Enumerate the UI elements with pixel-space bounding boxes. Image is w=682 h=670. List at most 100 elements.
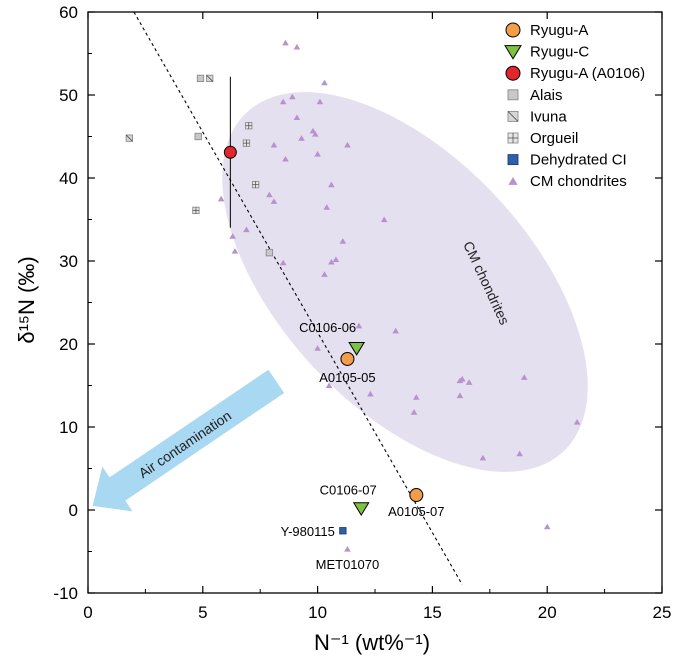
y-tick-label: 30	[59, 252, 78, 271]
legend-marker	[507, 154, 519, 166]
x-tick-label: 25	[653, 603, 672, 622]
legend-label: CM chondrites	[530, 173, 627, 190]
y-tick-label: -10	[53, 584, 78, 603]
legend-item: Ryugu-A (A0106)	[505, 65, 645, 82]
point-cm-chondrites	[293, 43, 301, 50]
point-ryugu-a	[409, 488, 424, 503]
point-cm-chondrites	[380, 216, 388, 223]
point-cm-chondrites	[367, 390, 374, 397]
x-tick-label: 5	[198, 603, 207, 622]
point-ryugu-a-a0106	[223, 145, 237, 159]
point-cm-chondrites	[456, 392, 464, 399]
point-orgueil	[251, 180, 260, 189]
point-orgueil	[242, 139, 251, 147]
legend-label: Ryugu-C	[530, 44, 589, 61]
point-cm-chondrites	[289, 93, 296, 100]
point-label: MET01070	[316, 557, 380, 572]
legend-marker-hatch	[507, 111, 519, 122]
point-label: C0106-06	[299, 320, 356, 335]
point-cm-chondrites	[573, 419, 581, 425]
y-tick-label: 40	[59, 169, 78, 188]
point-cm-chondrites	[328, 181, 335, 188]
point-cm-chondrites	[298, 135, 305, 141]
legend-item: Alais	[507, 87, 563, 104]
point-alais	[265, 249, 274, 257]
legend-marker	[507, 132, 519, 144]
point-cm-chondrites	[217, 195, 225, 202]
legend-label: Alais	[530, 87, 563, 104]
legend-label: Ryugu-A (A0106)	[530, 65, 645, 82]
point-cm-chondrites	[321, 79, 328, 86]
point-ivuna	[125, 134, 133, 142]
point-cm-chondrites	[456, 377, 464, 384]
air-contamination-arrow-shape	[92, 369, 285, 512]
legend-label: Orgueil	[530, 130, 578, 147]
point-cm-chondrites	[229, 233, 236, 239]
point-cm-chondrites	[465, 379, 473, 385]
point-cm-chondrites	[314, 345, 321, 351]
point-cm-chondrites	[413, 394, 420, 400]
legend-label: Ivuna	[530, 108, 567, 125]
point-ivuna-hatch	[125, 134, 133, 142]
point-ryugu-c	[348, 342, 366, 356]
point-cm-chondrites	[392, 327, 399, 334]
point-cm-chondrites	[293, 114, 301, 121]
point-cm-chondrites	[266, 191, 273, 198]
point-cm-chondrites	[282, 155, 289, 162]
y-tick-label: 20	[59, 335, 78, 354]
point-cm-chondrites	[344, 546, 351, 552]
y-axis-title: δ¹⁵N (‰)	[14, 256, 39, 343]
point-cm-chondrites	[332, 256, 340, 262]
point-cm-chondrites	[325, 382, 333, 389]
cm-chondrite-region	[222, 92, 588, 472]
point-cm-chondrites	[479, 454, 487, 461]
point-ryugu-c	[352, 502, 370, 517]
y-tick-label: 50	[59, 86, 78, 105]
point-alais	[196, 74, 205, 83]
y-tick-label: 10	[59, 418, 78, 437]
point-cm-chondrites	[339, 238, 347, 244]
legend-item: CM chondrites	[508, 173, 627, 190]
point-label: A0105-07	[388, 504, 444, 519]
point-cm-chondrites	[243, 226, 250, 233]
point-cm-chondrites	[543, 523, 551, 530]
axes: 0 5 10 15 20 25 -10 0 10 20 30 40 50 60	[53, 3, 671, 622]
x-tick-label: 20	[538, 603, 557, 622]
x-tick-label: 10	[308, 603, 327, 622]
point-alais-box	[265, 249, 274, 257]
point-ivuna	[206, 74, 214, 83]
legend-item: Ryugu-C	[504, 44, 589, 61]
point-cm-chondrites	[323, 204, 331, 210]
air-contamination-arrow: Air contamination	[92, 369, 285, 512]
legend-marker-box	[507, 154, 519, 166]
point-labels: A0105-05 A0105-07 C0106-06 C0106-07 Y-980115…	[281, 320, 445, 572]
point-alais	[194, 132, 202, 141]
point-orgueil	[245, 122, 253, 130]
y-tick-label: 60	[59, 3, 78, 22]
point-cm-chondrites	[279, 98, 287, 105]
point-label: C0106-07	[320, 482, 377, 497]
legend-marker	[504, 45, 522, 60]
point-cm-chondrites	[309, 127, 317, 134]
point-cm-chondrites	[231, 248, 239, 254]
legend-item: Orgueil	[507, 130, 578, 147]
point-label: A0105-05	[319, 370, 375, 385]
legend: Ryugu-A Ryugu-C Ryugu-A (A0106) Alais Ivuna O…	[504, 22, 645, 190]
point-cm-chondrites	[316, 98, 324, 105]
x-tick-label: 15	[423, 603, 442, 622]
point-cm-chondrites	[355, 322, 363, 329]
point-cm-chondrites	[328, 258, 335, 265]
legend-item: Ryugu-A	[505, 22, 588, 39]
point-cm-chondrites	[282, 39, 289, 46]
point-cm-chondrites	[279, 259, 287, 266]
point-ivuna-hatch	[206, 74, 214, 82]
trend-line	[133, 11, 463, 585]
point-dehydrated-ci-box	[339, 527, 347, 535]
point-cm-chondrites	[312, 131, 319, 137]
x-axis-title: N⁻¹ (wt%⁻¹)	[314, 630, 430, 655]
data-points	[125, 39, 581, 552]
point-alais-box	[194, 132, 202, 141]
point-orgueil	[192, 206, 200, 215]
legend-marker	[505, 22, 521, 38]
legend-item: Dehydrated CI	[507, 152, 627, 169]
